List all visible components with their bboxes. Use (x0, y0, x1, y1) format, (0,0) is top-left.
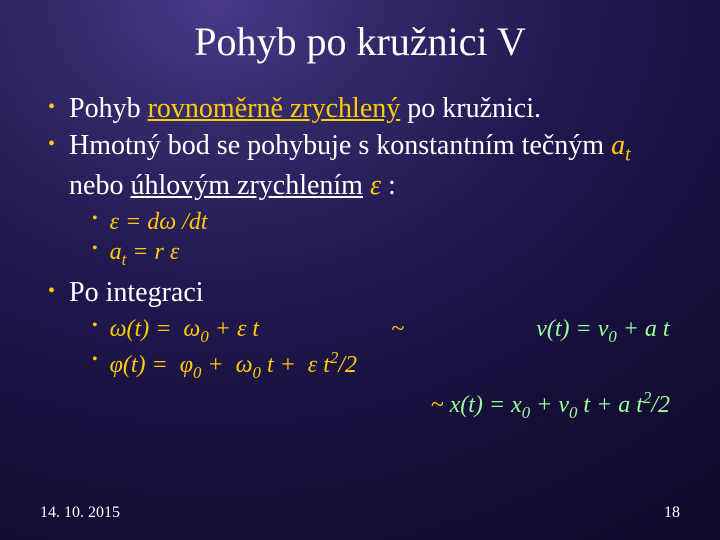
footer: 14. 10. 2015 18 (40, 504, 680, 522)
bullet-1-text: Pohyb rovnoměrně zrychlený po kružnici. (69, 91, 541, 126)
sub-bullet-2-text: at = r ε (110, 237, 180, 271)
slide: Pohyb po kružnici V • Pohyb rovnoměrně z… (0, 0, 720, 540)
bullet-1: • Pohyb rovnoměrně zrychlený po kružnici… (48, 91, 680, 126)
bullet-dot-icon: • (92, 352, 98, 368)
bullet-dot-icon: • (92, 241, 98, 257)
bullet-dot-icon: • (92, 211, 98, 227)
bullet-2: • Hmotný bod se pohybuje s konstantním t… (48, 128, 680, 203)
bullet-dot-icon: • (92, 318, 98, 334)
bullet-dot-icon: • (48, 281, 55, 301)
eq-2-right: ~ x(t) = x0 + v0 t + a t2/2 (40, 387, 670, 424)
bullet-3: • Po integraci (48, 275, 680, 310)
slide-title: Pohyb po kružnici V (40, 18, 680, 65)
sub-bullet-2: • at = r ε (92, 237, 680, 271)
footer-page: 18 (664, 504, 680, 522)
bullet-dot-icon: • (48, 134, 55, 154)
bullet-2-text: Hmotný bod se pohybuje s konstantním teč… (69, 128, 680, 203)
bullet-3-text: Po integraci (69, 275, 204, 310)
sub-bullets-2: • ω(t) = ω0 + ε t ~ v(t) = v0 + a t • φ(… (40, 314, 680, 384)
sub-bullets-1: • ε = dω /dt • at = r ε (40, 207, 680, 271)
eq-line-2: • φ(t) = φ0 + ω0 t + ε t2/2 (92, 348, 680, 384)
sub-bullet-1-text: ε = dω /dt (110, 207, 208, 237)
eq-line-1: • ω(t) = ω0 + ε t ~ v(t) = v0 + a t (92, 314, 680, 348)
eq-1: ω(t) = ω0 + ε t ~ v(t) = v0 + a t (110, 314, 670, 348)
eq-2-left: φ(t) = φ0 + ω0 t + ε t2/2 (110, 348, 357, 384)
footer-date: 14. 10. 2015 (40, 504, 120, 522)
sub-bullet-1: • ε = dω /dt (92, 207, 680, 237)
bullet-dot-icon: • (48, 97, 55, 117)
